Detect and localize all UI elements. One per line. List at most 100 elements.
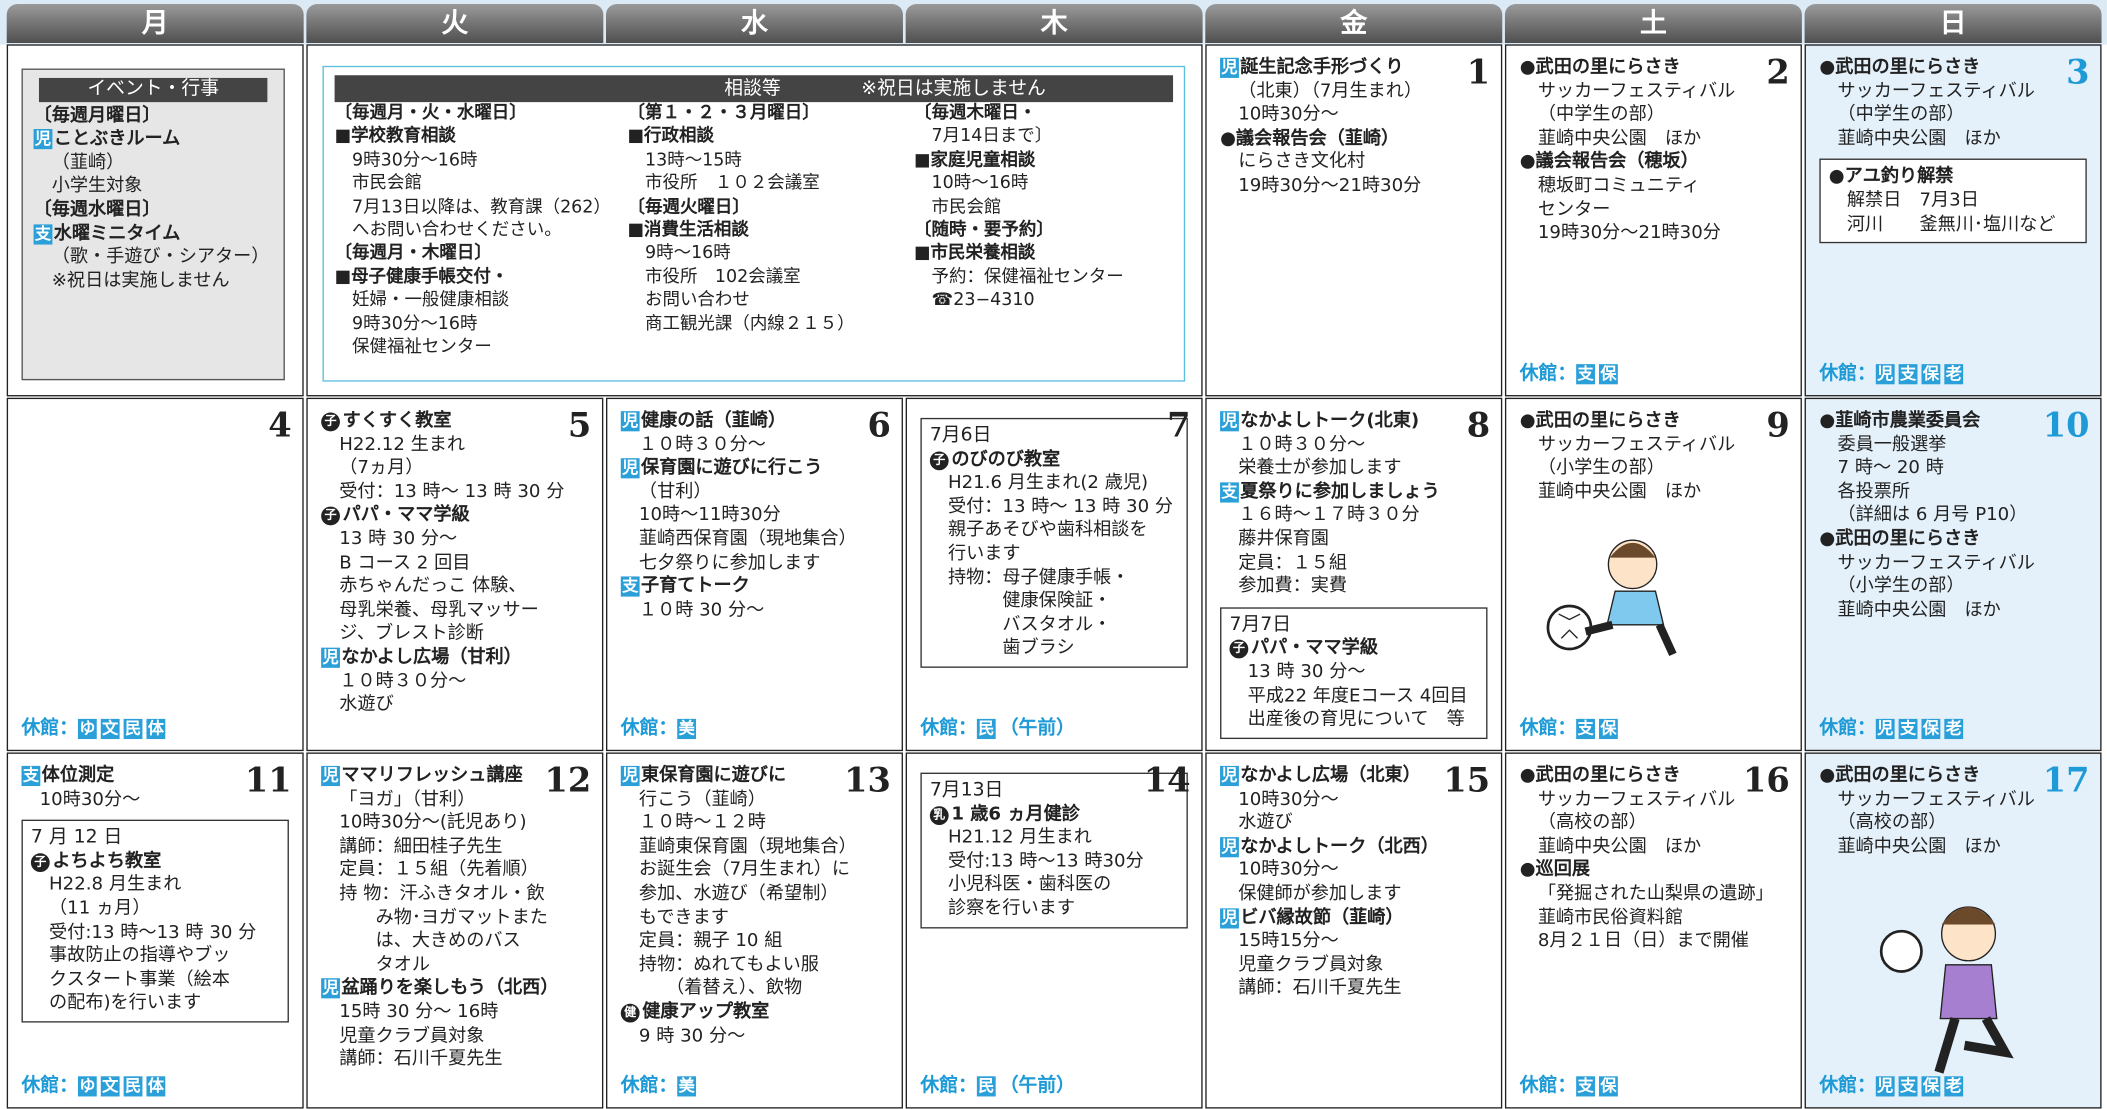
entry-title: ■消費生活相談 bbox=[627, 220, 749, 241]
entry-line: １０時〜１２時 bbox=[638, 811, 766, 834]
entry-title-row: ●議会報告会（穂坂） bbox=[1520, 151, 1790, 175]
entry-title: ●巡回展 bbox=[1519, 859, 1590, 881]
callout-date: 7月6日 bbox=[929, 424, 992, 447]
soccer-illustration bbox=[1879, 906, 2014, 1074]
entry-title: ●武田の里にらさき bbox=[1519, 409, 1681, 432]
entry-title: ●アユ釣り解禁 bbox=[1828, 165, 1954, 188]
entry-line: にらさき文化村 bbox=[1238, 150, 1366, 173]
entry-line: 藤井保育園 bbox=[1238, 528, 1329, 550]
entry: 〔毎週水曜日〕 bbox=[34, 199, 273, 223]
entry-line: 受付:13 時〜13 時 30 分 bbox=[49, 921, 257, 943]
entry: 児保育園に遊びに行こう （甘利） 10時〜11時30分 韮崎西保育園（現地集合） 七夕祭… bbox=[620, 457, 891, 575]
entry-line: （小学生の部） bbox=[1837, 575, 1965, 597]
entry: 〔随時・要予約〕 bbox=[914, 219, 1173, 242]
entry: ■母子健康手帳交付・ 妊婦・一般健康相談 9時30分〜16時 保健福祉センター bbox=[335, 266, 620, 360]
entry-line: 市役所 102会議室 bbox=[645, 267, 801, 288]
entry: ●議会報告会（穂坂） 穂坂町コミュニティ センター 19時30分〜21時30分 bbox=[1520, 151, 1790, 246]
closed-info: 休館：ゆ文民体 bbox=[21, 718, 169, 742]
entry-line: 商工観光課（内線２１５） bbox=[645, 313, 855, 335]
entry-line: 定員：１５組（先着順） bbox=[339, 859, 539, 881]
entry-title: 〔毎週月曜日〕 bbox=[33, 104, 161, 126]
closed-info: 休館：ゆ文民体 bbox=[21, 1076, 169, 1100]
entry-title-row: 児なかよしトーク（北西） bbox=[1220, 835, 1490, 859]
entry-line: 母乳栄養、母乳マッサー bbox=[339, 598, 539, 621]
entry-title: ●武田の里にらさき bbox=[1819, 528, 1981, 550]
day-header: 日 bbox=[1804, 4, 2102, 43]
entry-title: ママリフレッシュ講座 bbox=[341, 764, 523, 787]
entry-title-row: 児ことぶきルーム bbox=[33, 128, 273, 152]
closed-label: 休館： bbox=[1519, 1075, 1577, 1098]
closed-label: 休館： bbox=[21, 1075, 78, 1098]
entry: ●武田の里にらさき サッカーフェスティバル （小学生の部） 韮崎中央公園 ほか bbox=[1520, 410, 1790, 505]
entry-title: 〔毎週木曜日・ bbox=[914, 103, 1037, 124]
entry-line: （北東）（7月生まれ） bbox=[1238, 80, 1423, 102]
entry-line: クスタート事業（絵本 bbox=[49, 968, 230, 990]
badge: 民 bbox=[123, 719, 143, 740]
entry-title: パパ・ママ学級 bbox=[342, 504, 470, 526]
badge: 児 bbox=[321, 765, 340, 787]
day-header: 木 bbox=[905, 4, 1203, 43]
icon: 子 bbox=[1229, 640, 1249, 659]
entry-line: サッカーフェスティバル bbox=[1837, 80, 2035, 102]
badge: 民 bbox=[123, 1076, 143, 1098]
entry-line: （歌・手遊び・シアター） bbox=[51, 246, 270, 268]
entry: 〔毎週木曜日・ 7月14日まで〕 bbox=[914, 102, 1173, 149]
entry-line: 行います bbox=[947, 542, 1021, 565]
entry-title: 〔毎週水曜日〕 bbox=[33, 198, 161, 221]
badge: 保 bbox=[1921, 719, 1941, 740]
entry-line: 水遊び bbox=[339, 693, 394, 716]
badge: 文 bbox=[100, 719, 120, 740]
entry-line: 15時15分〜 bbox=[1238, 930, 1339, 952]
entry-title-row: 子のびのび教室 bbox=[929, 448, 1179, 472]
entry: 支体位測定 10時30分〜 bbox=[21, 765, 291, 812]
entry: 支夏祭りに参加しましょう １６時〜１７時３０分 藤井保育園 定員：１５組 参加費：実費 bbox=[1220, 481, 1490, 599]
entry-line: は、大きめのバス bbox=[339, 930, 521, 952]
entry-line: 7月13日以降は、教育課（262） bbox=[352, 197, 611, 218]
closed-label: 休館： bbox=[620, 718, 678, 740]
day-header: 月 bbox=[6, 4, 304, 43]
entry-line: 持物：母子健康手帳・ bbox=[947, 566, 1130, 588]
entry-title-row: 児東保育園に遊びに bbox=[620, 765, 891, 789]
entry-title: 〔第１・２・３月曜日〕 bbox=[627, 103, 820, 124]
entry: ●武田の里にらさき サッカーフェスティバル （高校の部） 韮崎中央公園 ほか bbox=[1819, 765, 2089, 860]
entry-title: 〔随時・要予約〕 bbox=[914, 220, 1054, 241]
badge: 支 bbox=[33, 223, 53, 244]
entry-title-row: ●韮崎市農業委員会 bbox=[1819, 410, 2089, 434]
date-number: 8 bbox=[1466, 405, 1491, 445]
entry-line: １６時〜１７時３０分 bbox=[1238, 504, 1420, 526]
entry-title-row: 児健康の話（韮崎） bbox=[620, 410, 891, 434]
icon: 乳 bbox=[929, 805, 949, 825]
entry-line: 7 時〜 20 時 bbox=[1837, 457, 1944, 479]
badge: 老 bbox=[1944, 719, 1964, 740]
closed-label: 休館： bbox=[920, 718, 977, 740]
icon: 健 bbox=[620, 1003, 640, 1023]
closed-info: 休館：支保 bbox=[1520, 363, 1622, 387]
entry-title: 1 歳6 ヵ月健診 bbox=[951, 802, 1080, 825]
badge: 保 bbox=[1921, 364, 1941, 385]
day-cell: 4 休館：ゆ文民体 bbox=[6, 397, 304, 752]
entry-line: 19時30分〜21時30分 bbox=[1537, 221, 1721, 244]
callout-box: 7月7日子パパ・ママ学級 13 時 30 分〜 平成22 年度Eコース 4回目 出産後… bbox=[1220, 607, 1488, 739]
entry-title-row: 児保育園に遊びに行こう bbox=[620, 457, 891, 481]
entry-title-row: ●武田の里にらさき bbox=[1819, 528, 2089, 552]
entry-title: ■学校教育相談 bbox=[334, 126, 456, 148]
entry: 子のびのび教室 H21.6 月生まれ(2 歳児) 受付：13 時〜 13 時 30 … bbox=[929, 448, 1179, 661]
entry-line: もできます bbox=[638, 906, 729, 928]
entry: ●韮崎市農業委員会 委員一般選挙 7 時〜 20 時各投票所 （詳細は 6 月号 P1… bbox=[1819, 410, 2089, 528]
entry-line: 歯ブラシ bbox=[947, 637, 1075, 659]
badge: 支 bbox=[1898, 364, 1918, 385]
entry-line: サッカーフェスティバル bbox=[1537, 788, 1736, 810]
entry: ●議会報告会（韮崎） にらさき文化村 19時30分〜21時30分 bbox=[1220, 127, 1490, 198]
entry-line: １０時３０分〜 bbox=[638, 433, 766, 455]
entry-title: ●韮崎市農業委員会 bbox=[1819, 409, 1981, 432]
date-number: 14 bbox=[1143, 760, 1191, 800]
entry-line: 10時30分〜 bbox=[1238, 103, 1339, 126]
entry-title: ●議会報告会（穂坂） bbox=[1519, 150, 1699, 173]
entry-line: 持物：ぬれてもよい服 bbox=[638, 953, 819, 976]
entry-line: 10時30分〜 bbox=[39, 788, 141, 810]
badge: 児 bbox=[1220, 907, 1239, 928]
entry-title: 夏祭りに参加しましょう bbox=[1240, 480, 1440, 503]
entry-line: 8月２１日（日）まで開催 bbox=[1537, 930, 1749, 952]
